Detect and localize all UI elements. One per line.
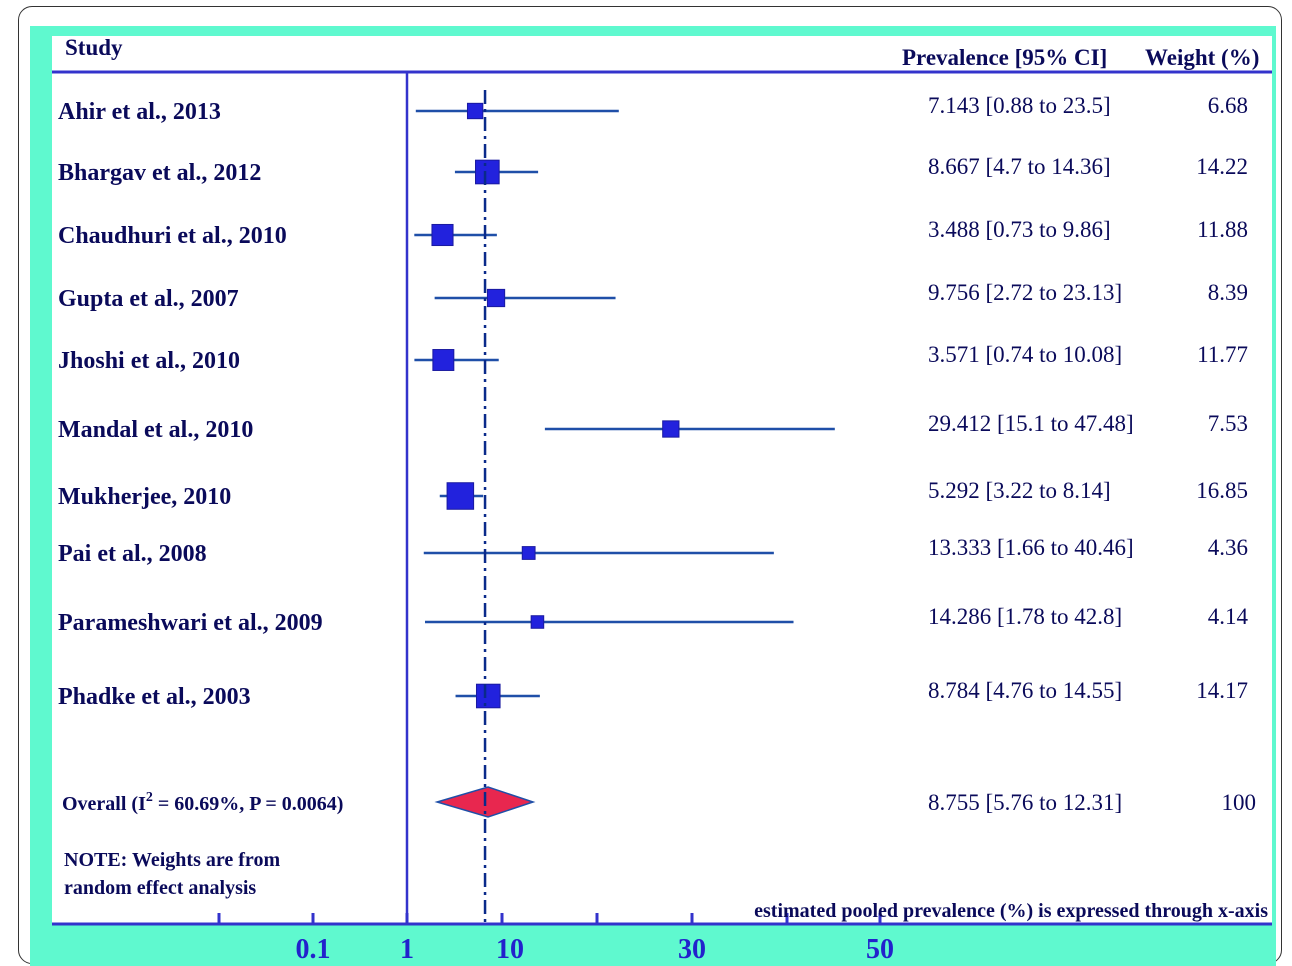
estimate-marker bbox=[446, 482, 475, 510]
x-tick-label: 1 bbox=[400, 934, 414, 965]
estimate-marker bbox=[662, 420, 680, 438]
ci-text: 9.756 [2.72 to 23.13] bbox=[928, 280, 1122, 305]
study-name: Phadke et al., 2003 bbox=[58, 684, 251, 710]
weight-text: 8.39 bbox=[1208, 280, 1248, 305]
study-name: Gupta et al., 2007 bbox=[58, 286, 239, 312]
ci-text: 8.667 [4.7 to 14.36] bbox=[928, 154, 1111, 179]
overall-weight: 100 bbox=[1222, 790, 1257, 815]
ci-text: 3.488 [0.73 to 9.86] bbox=[928, 217, 1111, 242]
weight-text: 11.77 bbox=[1197, 342, 1248, 367]
ci-text: 3.571 [0.74 to 10.08] bbox=[928, 342, 1122, 367]
note-line-2: random effect analysis bbox=[64, 877, 256, 899]
estimate-marker bbox=[486, 288, 506, 308]
ci-text: 5.292 [3.22 to 8.14] bbox=[928, 478, 1111, 503]
study-name: Ahir et al., 2013 bbox=[58, 99, 221, 125]
plot-panel bbox=[52, 36, 1272, 924]
estimate-marker bbox=[432, 349, 455, 371]
study-rows: Ahir et al., 2013 7.143 [0.88 to 23.5] 6.6… bbox=[58, 93, 1249, 710]
header-prevalence: Prevalence [95% CI] bbox=[902, 45, 1107, 70]
estimate-marker bbox=[466, 102, 484, 120]
study-name: Bhargav et al., 2012 bbox=[58, 160, 261, 186]
x-tick-label: 10 bbox=[496, 934, 524, 965]
ci-text: 8.784 [4.76 to 14.55] bbox=[928, 678, 1122, 703]
weight-text: 4.36 bbox=[1208, 535, 1248, 560]
estimate-marker bbox=[475, 159, 500, 185]
x-axis-caption: estimated pooled prevalence (%) is expre… bbox=[754, 900, 1268, 922]
weight-text: 14.22 bbox=[1196, 154, 1248, 179]
ci-text: 7.143 [0.88 to 23.5] bbox=[928, 93, 1111, 118]
header-study: Study bbox=[65, 35, 123, 60]
x-tick-label: 50 bbox=[866, 934, 894, 965]
header-weight: Weight (%) bbox=[1145, 45, 1259, 70]
study-name: Chaudhuri et al., 2010 bbox=[58, 223, 287, 249]
weight-text: 16.85 bbox=[1196, 478, 1248, 503]
weight-text: 14.17 bbox=[1196, 678, 1248, 703]
weight-text: 11.88 bbox=[1197, 217, 1248, 242]
x-tick-label: 0.1 bbox=[296, 934, 331, 965]
ci-text: 13.333 [1.66 to 40.46] bbox=[928, 535, 1134, 560]
estimate-marker bbox=[475, 683, 501, 709]
note-line-1: NOTE: Weights are from bbox=[64, 849, 280, 871]
overall-label: Overall (I2 = 60.69%, P = 0.0064) bbox=[62, 790, 343, 815]
study-name: Jhoshi et al., 2010 bbox=[58, 348, 240, 374]
x-axis-ticks: 0.1 1 10 30 50 bbox=[217, 913, 894, 965]
estimate-marker bbox=[530, 615, 545, 629]
weight-text: 7.53 bbox=[1208, 411, 1248, 436]
ci-text: 14.286 [1.78 to 42.8] bbox=[928, 604, 1122, 629]
study-name: Mandal et al., 2010 bbox=[58, 417, 253, 443]
study-name: Parameshwari et al., 2009 bbox=[58, 610, 323, 636]
weight-text: 6.68 bbox=[1208, 93, 1248, 118]
estimate-marker bbox=[521, 546, 536, 560]
study-name: Pai et al., 2008 bbox=[58, 541, 207, 567]
overall-ci-text: 8.755 [5.76 to 12.31] bbox=[928, 790, 1122, 815]
weight-text: 4.14 bbox=[1208, 604, 1249, 629]
x-tick-label: 30 bbox=[678, 934, 706, 965]
study-name: Mukherjee, 2010 bbox=[58, 484, 231, 510]
estimate-marker bbox=[431, 223, 454, 247]
ci-text: 29.412 [15.1 to 47.48] bbox=[928, 411, 1134, 436]
